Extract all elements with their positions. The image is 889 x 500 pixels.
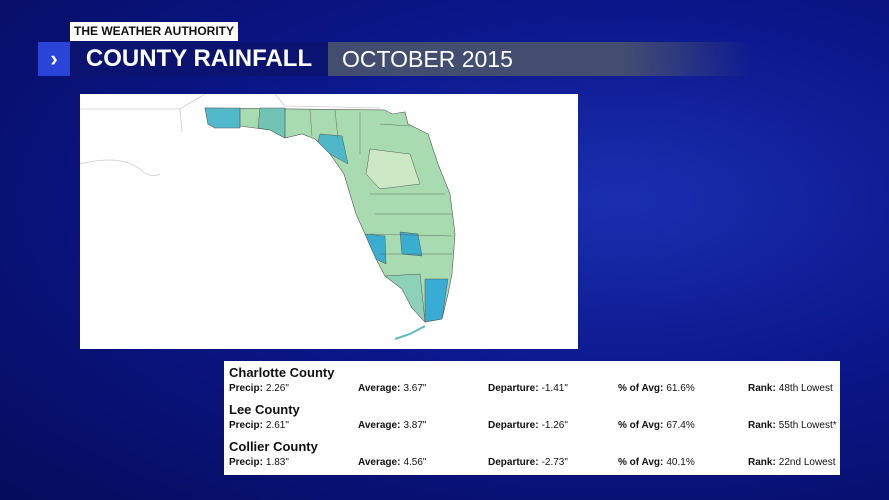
county-field: Rank: 48th Lowest <box>748 383 833 394</box>
county-field: Average: 3.87" <box>358 420 426 431</box>
field-value: 3.67" <box>403 383 427 394</box>
chevron: › <box>38 42 70 76</box>
subtitle: OCTOBER 2015 <box>328 42 750 76</box>
field-value: 48th Lowest <box>778 383 833 394</box>
brand-tag: THE WEATHER AUTHORITY <box>70 22 238 41</box>
field-value: 22nd Lowest <box>778 457 836 468</box>
field-label: Precip: <box>229 457 263 468</box>
field-value: 3.87" <box>403 420 427 431</box>
county-field: Average: 3.67" <box>358 383 426 394</box>
field-value: 2.61" <box>265 420 289 431</box>
map-panel <box>79 93 578 349</box>
county-name: Lee County <box>229 402 300 417</box>
field-label: Departure: <box>488 383 539 394</box>
field-label: Average: <box>358 383 401 394</box>
field-value: 2.26" <box>265 383 289 394</box>
field-label: Precip: <box>229 383 263 394</box>
florida-map <box>79 93 456 340</box>
county-field: Departure: -1.41" <box>488 383 568 394</box>
county-field: Average: 4.56" <box>358 457 426 468</box>
county-field: % of Avg: 61.6% <box>618 383 695 394</box>
field-value: -1.26" <box>541 420 568 431</box>
county-name: Charlotte County <box>229 365 335 380</box>
title: COUNTY RAINFALL <box>70 42 328 76</box>
field-value: 67.4% <box>666 420 695 431</box>
field-label: Departure: <box>488 457 539 468</box>
field-label: Precip: <box>229 420 263 431</box>
field-value: 1.83" <box>265 457 289 468</box>
field-label: Average: <box>358 420 401 431</box>
county-name: Collier County <box>229 439 318 454</box>
county-field: Rank: 22nd Lowest <box>748 457 836 468</box>
county-field: Departure: -1.26" <box>488 420 568 431</box>
field-label: Rank: <box>748 420 776 431</box>
field-value: 4.56" <box>403 457 427 468</box>
field-value: 40.1% <box>666 457 695 468</box>
field-label: % of Avg: <box>618 383 664 394</box>
county-field: Departure: -2.73" <box>488 457 568 468</box>
rainfall-table: Charlotte County Precip: 2.26" Average: 3.67… <box>224 361 840 475</box>
field-label: % of Avg: <box>618 457 664 468</box>
county-field: % of Avg: 40.1% <box>618 457 695 468</box>
county-field: % of Avg: 67.4% <box>618 420 695 431</box>
field-label: Rank: <box>748 383 776 394</box>
field-label: Departure: <box>488 420 539 431</box>
county-field: Precip: 1.83" <box>229 457 289 468</box>
county-field: Precip: 2.61" <box>229 420 289 431</box>
field-value: -1.41" <box>541 383 568 394</box>
field-label: Rank: <box>748 457 776 468</box>
field-value: 61.6% <box>666 383 695 394</box>
field-label: Average: <box>358 457 401 468</box>
field-value: 55th Lowest* <box>778 420 837 431</box>
field-value: -2.73" <box>541 457 568 468</box>
county-field: Rank: 55th Lowest* <box>748 420 837 431</box>
county-field: Precip: 2.26" <box>229 383 289 394</box>
field-label: % of Avg: <box>618 420 664 431</box>
